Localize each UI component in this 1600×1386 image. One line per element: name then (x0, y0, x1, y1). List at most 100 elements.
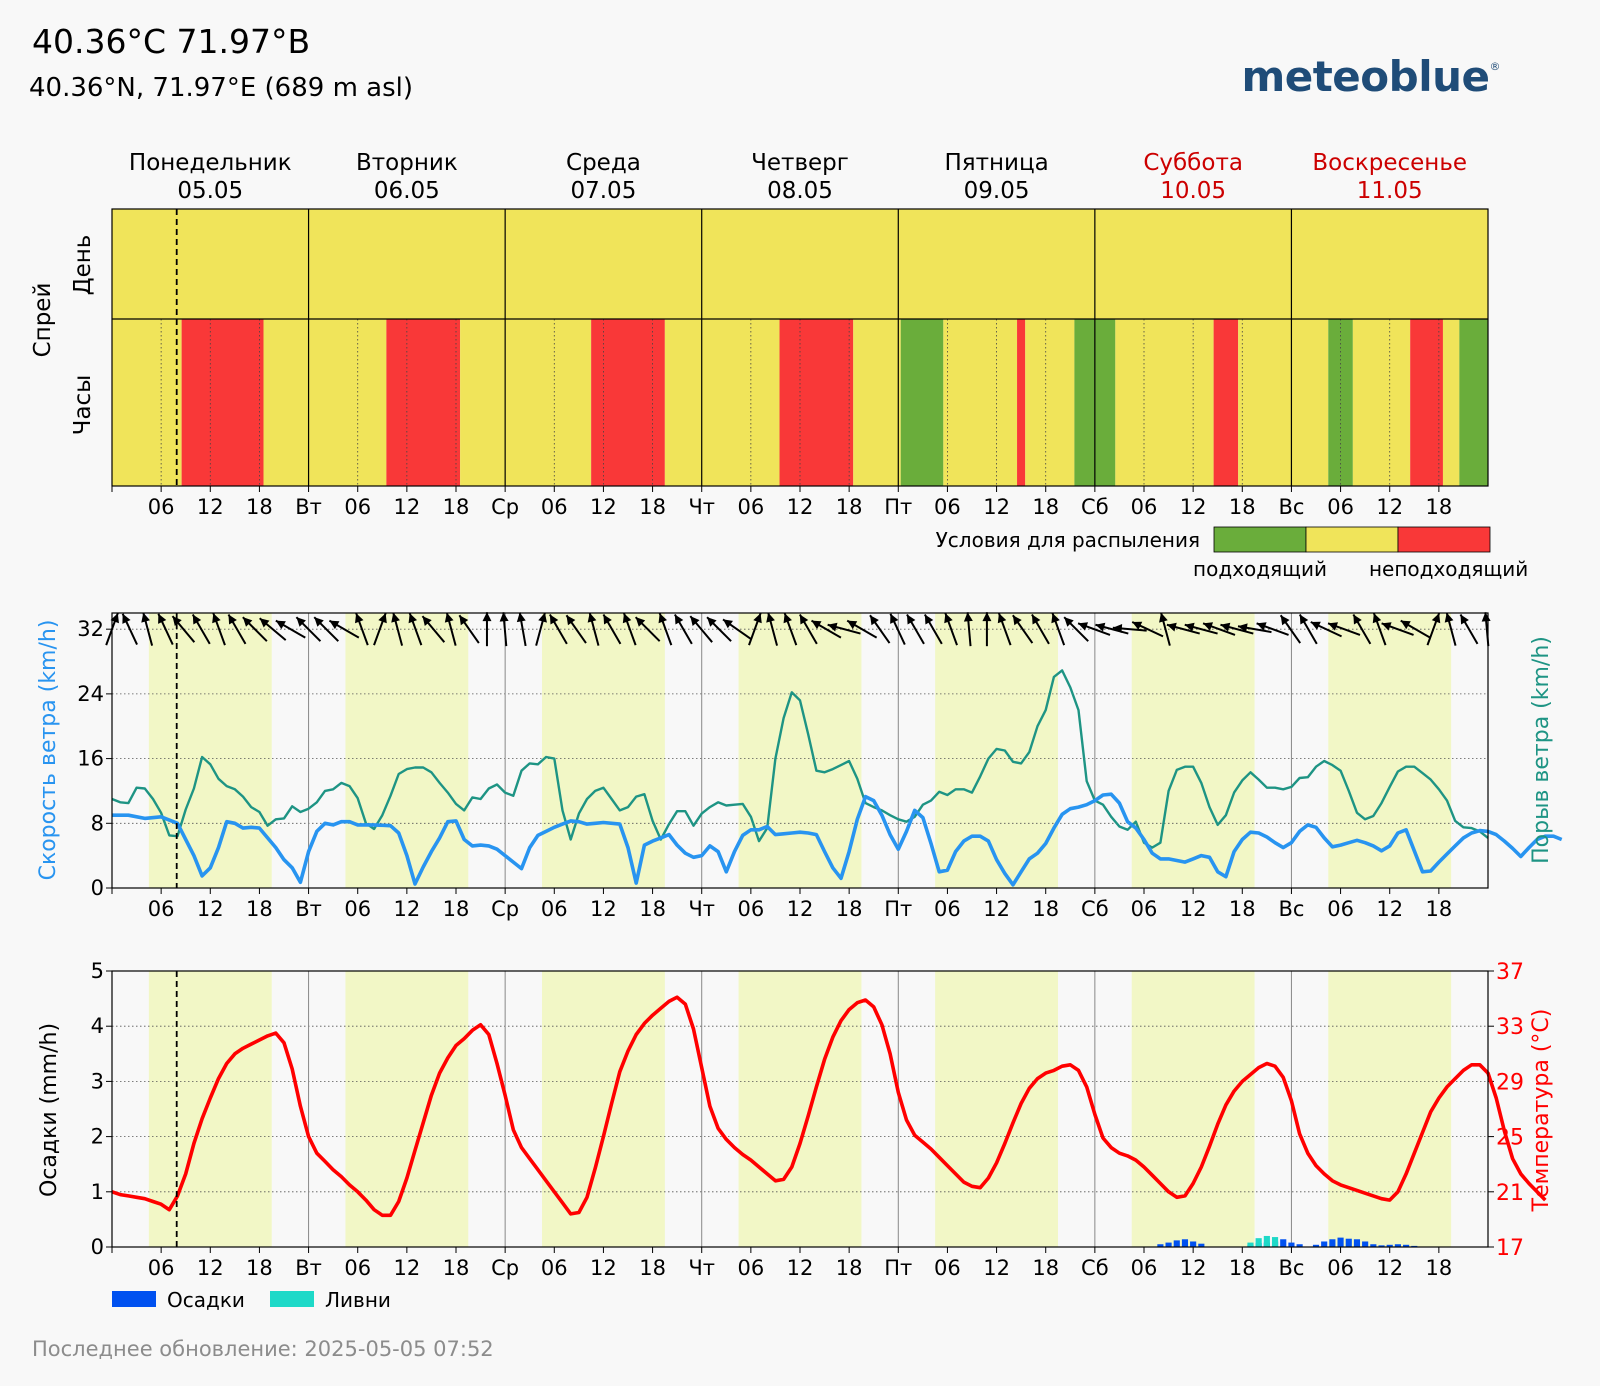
wind-direction-arrow (458, 614, 480, 644)
shower-bar (1271, 1237, 1279, 1247)
precip-bar (1181, 1239, 1189, 1247)
arrow-head (1372, 613, 1382, 624)
x-tick-hour-label: 12 (1376, 897, 1403, 921)
shower-bar (1255, 1238, 1262, 1247)
arrow-head (1220, 622, 1231, 632)
x-tick-hour-label: 06 (541, 1256, 568, 1280)
arrow-head (538, 612, 547, 623)
wind-direction-arrow (634, 616, 661, 642)
arrow-head (870, 615, 879, 626)
wind-y-tick-label: 0 (91, 876, 104, 900)
x-tick-day-label: Чт (688, 1256, 715, 1280)
arrow-head (228, 614, 237, 625)
temperature-y-tick-label: 29 (1496, 1070, 1524, 1095)
spray-day-cell (505, 209, 702, 319)
x-tick-hour-label: 12 (393, 897, 420, 921)
spray-hour-segment (853, 319, 901, 486)
precip-bar (1362, 1241, 1369, 1247)
wind-direction-arrow (1256, 622, 1289, 636)
precip-bar (1353, 1239, 1361, 1247)
day-date-header: 10.05 (1160, 178, 1226, 204)
wind-direction-arrow (1031, 613, 1050, 645)
arrow-head (944, 613, 953, 624)
x-tick-hour-label: 06 (1327, 1256, 1354, 1280)
wind-direction-arrow (706, 616, 732, 642)
spray-hour-segment (263, 319, 387, 486)
meteoblue-logo[interactable]: meteoblue® (1241, 52, 1500, 101)
arrow-head (622, 613, 632, 624)
wind-direction-arrow (535, 612, 547, 646)
x-tick-day-label: Сб (1081, 495, 1109, 519)
x-tick-hour-label: 18 (1425, 495, 1452, 519)
legend-swatch-precip (112, 1291, 156, 1307)
location-coordinates: 40.36°N, 71.97°E (689 m asl) (29, 73, 414, 103)
x-tick-hour-label: 18 (443, 495, 470, 519)
wind-direction-arrow (1444, 612, 1457, 646)
wind-direction-arrow (1112, 623, 1147, 633)
wind-direction-arrow (421, 615, 446, 643)
day-date-header: 11.05 (1357, 178, 1423, 204)
arrow-head (890, 613, 899, 624)
day-name-header: Суббота (1143, 150, 1243, 176)
arrow-head (783, 613, 792, 624)
spray-hour-segment (112, 319, 182, 486)
wind-direction-arrow (242, 616, 268, 642)
temperature-axis-label: Температура (°C) (1529, 1009, 1554, 1213)
day-name-header: Вторник (356, 150, 458, 176)
wind-direction-arrow (658, 612, 673, 646)
wind-direction-arrow (1459, 613, 1479, 645)
precip-bar (1280, 1239, 1287, 1247)
day-date-header: 06.05 (374, 178, 440, 204)
wind-direction-arrow (499, 612, 509, 647)
spray-legend-low: подходящий (1193, 557, 1327, 581)
wind-direction-arrow (295, 616, 322, 642)
arrow-head (408, 613, 418, 624)
wind-direction-arrow (157, 613, 174, 646)
spray-hour-segment (1025, 319, 1075, 486)
wind-y-tick-label: 24 (77, 682, 104, 706)
precip-y-tick-label: 4 (91, 1014, 104, 1038)
wind-direction-arrow (391, 612, 404, 646)
precip-bar (1386, 1244, 1393, 1247)
x-tick-hour-label: 18 (639, 495, 666, 519)
x-tick-hour-label: 18 (246, 495, 273, 519)
x-tick-hour-label: 06 (1131, 1256, 1158, 1280)
spray-row-label-hours: Часы (70, 375, 96, 436)
wind-direction-arrow (516, 612, 527, 647)
day-date-header: 08.05 (767, 178, 833, 204)
arrow-head (1184, 622, 1195, 632)
x-tick-hour-label: 12 (983, 1256, 1010, 1280)
arrow-head (1256, 622, 1267, 631)
spray-legend: Условия для распыления подходящий неподход… (936, 526, 1528, 581)
wind-direction-arrow (1166, 622, 1200, 635)
wind-direction-arrow (259, 617, 287, 641)
x-tick-hour-label: 06 (1131, 897, 1158, 921)
arrow-head (1280, 615, 1290, 626)
precip-bar (1370, 1244, 1377, 1247)
wind-direction-arrow (355, 612, 369, 646)
daylight-band (542, 971, 665, 1247)
precip-y-tick-label: 0 (91, 1235, 104, 1259)
logo-text: meteoblue (1241, 52, 1490, 101)
arrow-head (296, 617, 306, 627)
wind-direction-arrow (191, 613, 211, 645)
x-tick-hour-label: 06 (148, 495, 175, 519)
arrow-head (1400, 620, 1411, 630)
wind-direction-arrow (1063, 616, 1089, 642)
spray-hour-segment (943, 319, 1018, 486)
x-tick-hour-label: 18 (836, 495, 863, 519)
wind-direction-arrow (1279, 614, 1302, 644)
spray-legend-high: неподходящий (1369, 557, 1528, 581)
precip-y-tick-label: 3 (91, 1069, 104, 1093)
wind-direction-arrow (982, 612, 992, 647)
wind-speed-line (112, 792, 1563, 887)
x-tick-hour-label: 18 (1032, 897, 1059, 921)
x-tick-day-label: Ср (491, 897, 519, 921)
x-tick-hour-label: 12 (983, 897, 1010, 921)
arrow-head (1112, 623, 1123, 633)
arrow-head (110, 613, 119, 624)
x-tick-day-label: Вт (295, 495, 322, 519)
wind-direction-arrow (674, 613, 693, 645)
spray-day-cell (1291, 209, 1488, 319)
